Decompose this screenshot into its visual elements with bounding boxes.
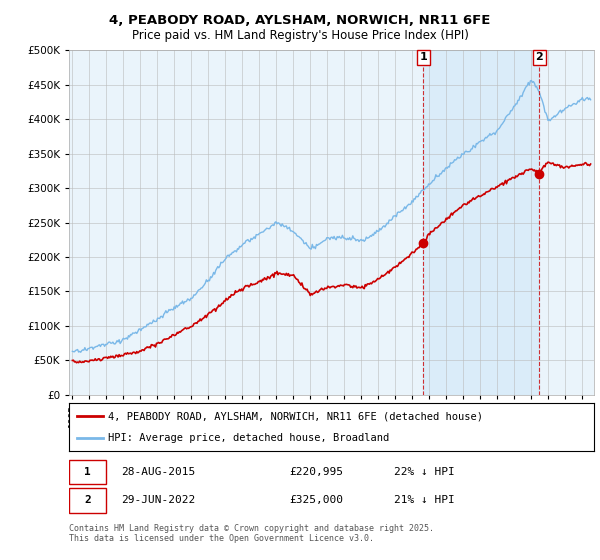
Text: 22% ↓ HPI: 22% ↓ HPI [395, 467, 455, 477]
Text: 29-JUN-2022: 29-JUN-2022 [121, 496, 196, 506]
Text: 1: 1 [419, 52, 427, 62]
Text: Contains HM Land Registry data © Crown copyright and database right 2025.
This d: Contains HM Land Registry data © Crown c… [69, 524, 434, 543]
Text: 2: 2 [536, 52, 544, 62]
FancyBboxPatch shape [69, 488, 106, 512]
Text: 28-AUG-2015: 28-AUG-2015 [121, 467, 196, 477]
Text: £220,995: £220,995 [290, 467, 343, 477]
Bar [423, 50, 539, 395]
Text: 1: 1 [84, 467, 91, 477]
Text: 4, PEABODY ROAD, AYLSHAM, NORWICH, NR11 6FE (detached house): 4, PEABODY ROAD, AYLSHAM, NORWICH, NR11 … [109, 411, 484, 421]
Text: 21% ↓ HPI: 21% ↓ HPI [395, 496, 455, 506]
Text: 2: 2 [84, 496, 91, 506]
Text: HPI: Average price, detached house, Broadland: HPI: Average price, detached house, Broa… [109, 433, 389, 443]
FancyBboxPatch shape [69, 460, 106, 484]
Text: Price paid vs. HM Land Registry's House Price Index (HPI): Price paid vs. HM Land Registry's House … [131, 29, 469, 42]
Text: 4, PEABODY ROAD, AYLSHAM, NORWICH, NR11 6FE: 4, PEABODY ROAD, AYLSHAM, NORWICH, NR11 … [109, 14, 491, 27]
Text: £325,000: £325,000 [290, 496, 343, 506]
